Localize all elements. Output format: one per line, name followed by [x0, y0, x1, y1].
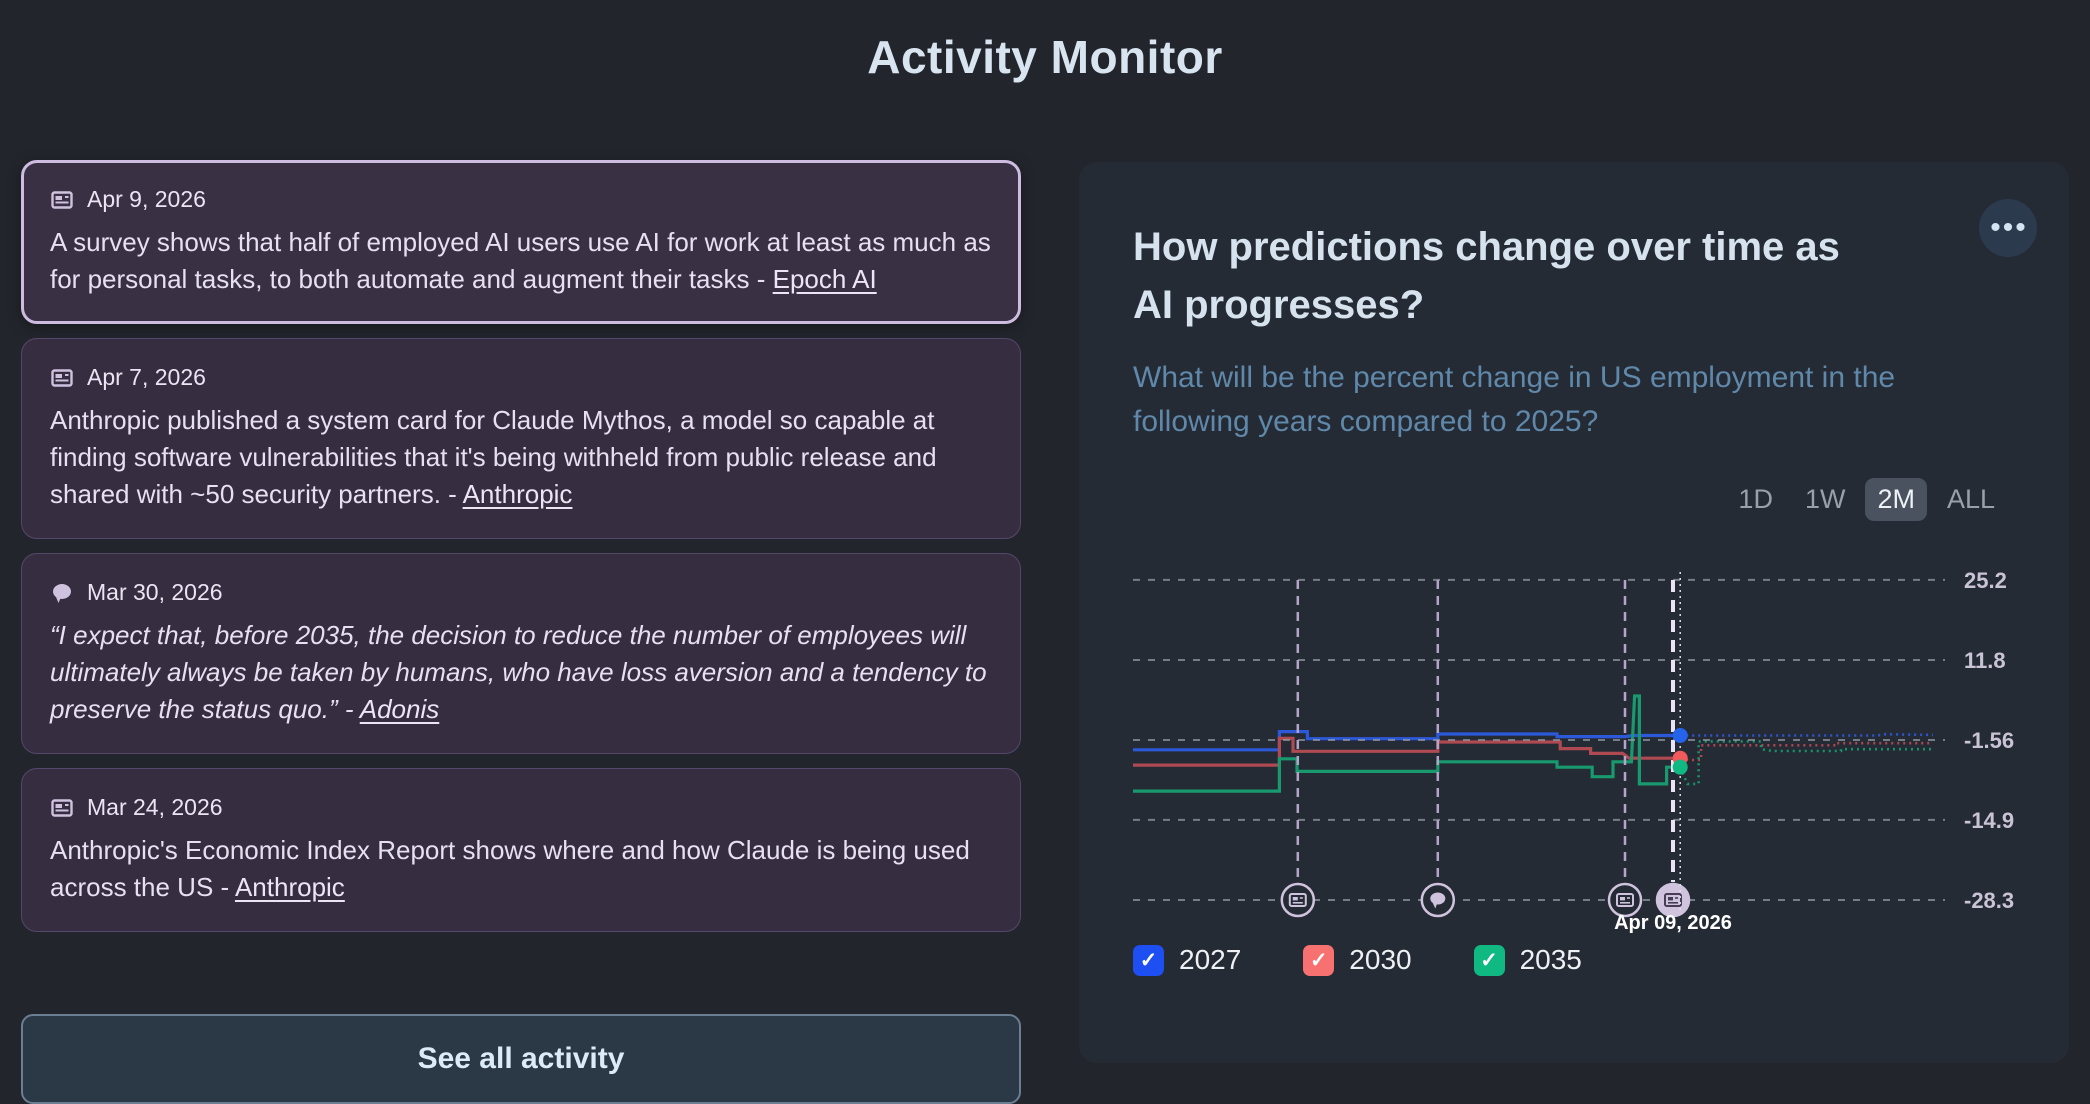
series-line-dotted-2035 [1679, 740, 1933, 786]
source-link[interactable]: Anthropic [234, 872, 345, 902]
activity-feed: Apr 9, 2026 A survey shows that half of … [21, 160, 1021, 1104]
checkbox-2035[interactable]: ✓ [1473, 944, 1505, 976]
activity-quote: “I expect that, before 2035, the decisio… [50, 617, 992, 728]
legend-item-2030[interactable]: ✓ 2030 [1303, 944, 1412, 976]
time-range-selector: 1D 1W 2M ALL [1726, 478, 2007, 521]
latest-point-2035[interactable] [1672, 759, 1688, 775]
legend-label: 2027 [1179, 944, 1242, 975]
source-link[interactable]: Anthropic [462, 479, 573, 509]
activity-date: Apr 7, 2026 [87, 364, 206, 390]
y-axis-label: 11.8 [1964, 648, 2006, 673]
question-panel: How predictions change over time as AI p… [1079, 162, 2069, 1063]
activity-text: A survey shows that half of employed AI … [50, 224, 992, 298]
activity-card[interactable]: Mar 24, 2026 Anthropic's Economic Index … [21, 768, 1021, 932]
activity-card[interactable]: Mar 30, 2026 “I expect that, before 2035… [21, 553, 1021, 754]
activity-date: Mar 30, 2026 [87, 579, 223, 605]
activity-text-span: “I expect that, before 2035, the decisio… [50, 620, 987, 724]
newspaper-icon [51, 368, 73, 387]
activity-date: Apr 9, 2026 [87, 186, 206, 212]
see-all-activity-button[interactable]: See all activity [21, 1014, 1021, 1104]
prediction-chart[interactable]: 25.2 11.8 -1.56 -14.9 -28.3 Apr 09, 2026 [1119, 552, 2019, 952]
event-marker-speech-bubble-icon[interactable] [1420, 882, 1456, 918]
series-line-2030 [1133, 736, 1681, 767]
event-marker-newspaper-icon[interactable] [1655, 882, 1691, 918]
checkbox-2030[interactable]: ✓ [1303, 944, 1335, 976]
activity-text: Anthropic's Economic Index Report shows … [50, 832, 992, 906]
series-line-2027 [1133, 730, 1681, 752]
series-line-dotted-2027 [1680, 732, 1934, 737]
ellipsis-icon: ••• [1990, 211, 2028, 244]
activity-text: Anthropic published a system card for Cl… [50, 402, 992, 513]
speech-bubble-icon [53, 583, 71, 603]
range-button-1w[interactable]: 1W [1804, 484, 1846, 514]
range-button-2m[interactable]: 2M [1865, 478, 1927, 521]
event-date-label: Apr 09, 2026 [1614, 912, 1732, 934]
event-marker-newspaper-icon[interactable] [1607, 882, 1643, 918]
activity-text-span: Anthropic published a system card for Cl… [50, 405, 937, 509]
question-title: How predictions change over time as AI p… [1133, 225, 1840, 327]
ellipsis-menu-button[interactable]: ••• [1979, 199, 2037, 257]
y-axis-label: -1.56 [1964, 728, 2014, 753]
y-axis-label: -14.9 [1964, 808, 2014, 833]
activity-card[interactable]: Apr 9, 2026 A survey shows that half of … [21, 160, 1021, 324]
series-line-2035 [1133, 694, 1681, 793]
activity-card[interactable]: Apr 7, 2026 Anthropic published a system… [21, 338, 1021, 539]
legend-label: 2035 [1519, 944, 1582, 975]
latest-point-2027[interactable] [1672, 727, 1688, 743]
page-title: Activity Monitor [867, 31, 1223, 83]
source-link[interactable]: Epoch AI [772, 264, 877, 294]
event-marker-newspaper-icon[interactable] [1280, 882, 1316, 918]
legend-item-2035[interactable]: ✓ 2035 [1473, 944, 1582, 976]
newspaper-icon [51, 190, 73, 209]
range-button-all[interactable]: ALL [1946, 484, 1995, 514]
range-button-1d[interactable]: 1D [1738, 484, 1773, 514]
source-link[interactable]: Adonis [359, 694, 440, 724]
checkbox-2027[interactable]: ✓ [1133, 944, 1164, 976]
chart-legend: ✓ 2027 ✓ 2030 ✓ 2035 [1133, 944, 1582, 976]
legend-label: 2030 [1349, 944, 1412, 975]
question-subtitle: What will be the percent change in US em… [1133, 361, 1896, 438]
activity-text-span: Anthropic's Economic Index Report shows … [50, 835, 970, 902]
y-axis-label: 25.2 [1964, 568, 2007, 593]
activity-date: Mar 24, 2026 [87, 794, 223, 820]
newspaper-icon [51, 798, 73, 817]
y-axis-label: -28.3 [1964, 888, 2014, 913]
legend-item-2027[interactable]: ✓ 2027 [1133, 944, 1241, 976]
activity-text-span: A survey shows that half of employed AI … [50, 227, 991, 294]
